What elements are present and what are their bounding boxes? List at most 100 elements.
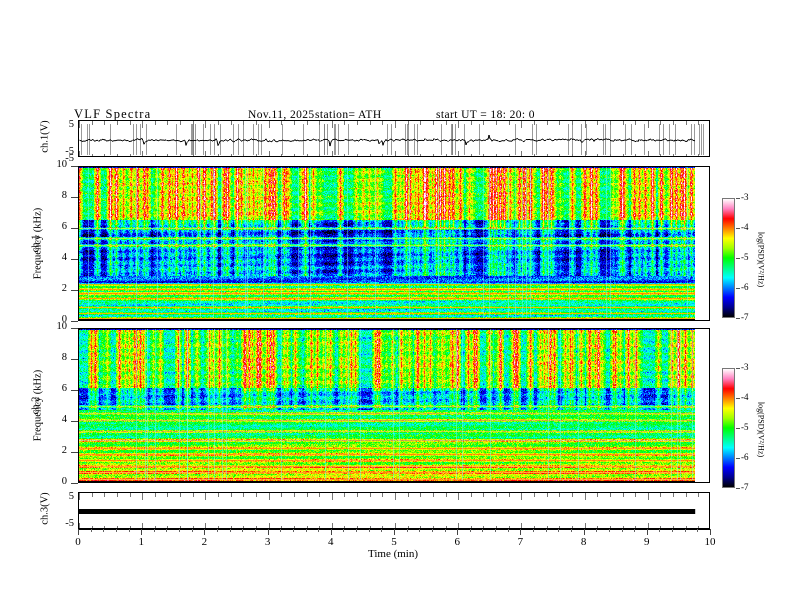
colorbar-tick	[736, 398, 740, 399]
x-axis-tick	[646, 529, 648, 535]
x-axis-minor-tick	[229, 529, 231, 532]
x-axis-minor-tick	[431, 529, 433, 532]
x-axis-minor-tick	[684, 529, 686, 532]
x-axis-minor-tick	[356, 529, 358, 532]
x-axis-tick	[204, 529, 206, 535]
colorbar-tick-label: -5	[741, 252, 749, 262]
ch2-spectrogram-ylabel-line2: Frequency (kHz)	[32, 369, 44, 442]
y-axis-tick	[71, 483, 78, 484]
x-axis-minor-tick	[596, 529, 598, 532]
y-axis-tick	[71, 197, 78, 198]
y-axis-tick	[71, 390, 78, 391]
x-axis-minor-tick	[608, 529, 610, 532]
y-axis-tick-label: 8	[61, 352, 67, 363]
x-axis-minor-tick	[697, 529, 699, 532]
colorbar-tick	[736, 488, 740, 489]
x-axis-tick	[141, 529, 143, 535]
colorbar-tick	[736, 458, 740, 459]
y-axis-tick	[71, 321, 78, 322]
colorbar-tick-label: -6	[741, 282, 749, 292]
x-axis-tick-label: 1	[138, 536, 144, 548]
panel-ch2-spectrogram	[78, 328, 710, 483]
y-axis-tick-label: 6	[61, 221, 67, 232]
x-axis-minor-tick	[469, 529, 471, 532]
ch1-waveform-ylabel: ch.1(V)	[39, 120, 51, 153]
colorbar-tick-label: -4	[741, 392, 749, 402]
header-start-ut: start UT = 18: 20: 0	[436, 109, 535, 121]
x-axis-minor-tick	[217, 529, 219, 532]
x-axis-minor-tick	[570, 529, 572, 532]
y-axis-tick-label: 4	[61, 252, 67, 263]
x-axis-minor-tick	[280, 529, 282, 532]
header-date: Nov.11, 2025	[248, 109, 315, 121]
x-axis-tick-label: 3	[264, 536, 271, 548]
y-axis-tick-label: 0	[61, 476, 67, 487]
colorbar-tick-label: -3	[741, 362, 749, 372]
colorbar-tick	[736, 288, 740, 289]
x-axis-minor-tick	[444, 529, 446, 532]
ch3-waveform-ylabel: ch.3(V)	[39, 492, 51, 525]
x-axis-minor-tick	[292, 529, 294, 532]
ch1-spectrogram-canvas	[79, 167, 709, 320]
x-axis-minor-tick	[533, 529, 535, 532]
x-axis-minor-tick	[318, 529, 320, 532]
y-axis-tick	[71, 259, 78, 260]
x-axis-tick-label: 5	[391, 536, 397, 548]
x-axis-tick-label: 0	[75, 536, 81, 548]
x-axis-minor-tick	[545, 529, 547, 532]
colorbar-tick	[736, 198, 740, 199]
y-axis-tick-label: 2	[61, 445, 67, 456]
ch2-spectrogram-canvas	[79, 329, 709, 482]
y-axis-tick-label: 10	[56, 159, 68, 170]
colorbar-tick-label: -4	[741, 222, 749, 232]
colorbar-ch2-label: log(PSD)(V²/Hz)	[756, 401, 766, 458]
y-axis-tick	[71, 452, 78, 453]
x-axis-minor-tick	[179, 529, 181, 532]
x-axis-minor-tick	[305, 529, 307, 532]
y-axis-tick-label: 0	[61, 314, 67, 325]
ch3-waveform-canvas	[79, 493, 709, 528]
panel-ch1-spectrogram	[78, 166, 710, 321]
ch1-waveform-ytick-5: 5	[68, 119, 74, 130]
colorbar-tick-label: -3	[741, 192, 749, 202]
colorbar-tick	[736, 368, 740, 369]
colorbar-ch1-label: log(PSD)(V²/Hz)	[756, 231, 766, 288]
x-axis-minor-tick	[115, 529, 117, 532]
y-axis-tick	[71, 421, 78, 422]
x-axis-minor-tick	[659, 529, 661, 532]
x-axis-title: Time (min)	[368, 548, 419, 560]
colorbar-tick	[736, 228, 740, 229]
y-axis-tick-label: 10	[56, 321, 68, 332]
x-axis-minor-tick	[482, 529, 484, 532]
x-axis-tick-label: 7	[517, 536, 524, 548]
x-axis-tick-label: 8	[580, 536, 587, 548]
y-axis-tick	[71, 290, 78, 291]
header-station: station= ATH	[315, 109, 382, 121]
x-axis-minor-tick	[381, 529, 383, 532]
y-axis-tick	[71, 166, 78, 167]
y-axis-tick-label: 6	[61, 383, 67, 394]
x-axis-tick-label: 6	[454, 536, 460, 548]
x-axis-minor-tick	[128, 529, 130, 532]
ch1-waveform-canvas	[79, 121, 709, 156]
colorbar-tick-label: -6	[741, 452, 749, 462]
x-axis-minor-tick	[343, 529, 345, 532]
y-axis-tick	[71, 228, 78, 229]
x-axis-minor-tick	[495, 529, 497, 532]
x-axis-tick	[267, 529, 269, 535]
x-axis-minor-tick	[406, 529, 408, 532]
x-axis-tick	[583, 529, 585, 535]
panel-ch3-waveform	[78, 492, 710, 529]
x-axis-minor-tick	[90, 529, 92, 532]
y-axis-tick	[71, 328, 78, 329]
colorbar-ch1	[722, 198, 735, 318]
x-axis-tick-label: 4	[328, 536, 334, 548]
x-axis-tick	[520, 529, 522, 535]
x-axis-minor-tick	[634, 529, 636, 532]
x-axis-tick-label: 9	[644, 536, 650, 548]
ch1-waveform-ytick-neg5: -5	[65, 146, 74, 157]
x-axis-tick	[78, 529, 79, 535]
y-axis-tick-label: 4	[61, 414, 67, 425]
x-axis-minor-tick	[153, 529, 155, 532]
